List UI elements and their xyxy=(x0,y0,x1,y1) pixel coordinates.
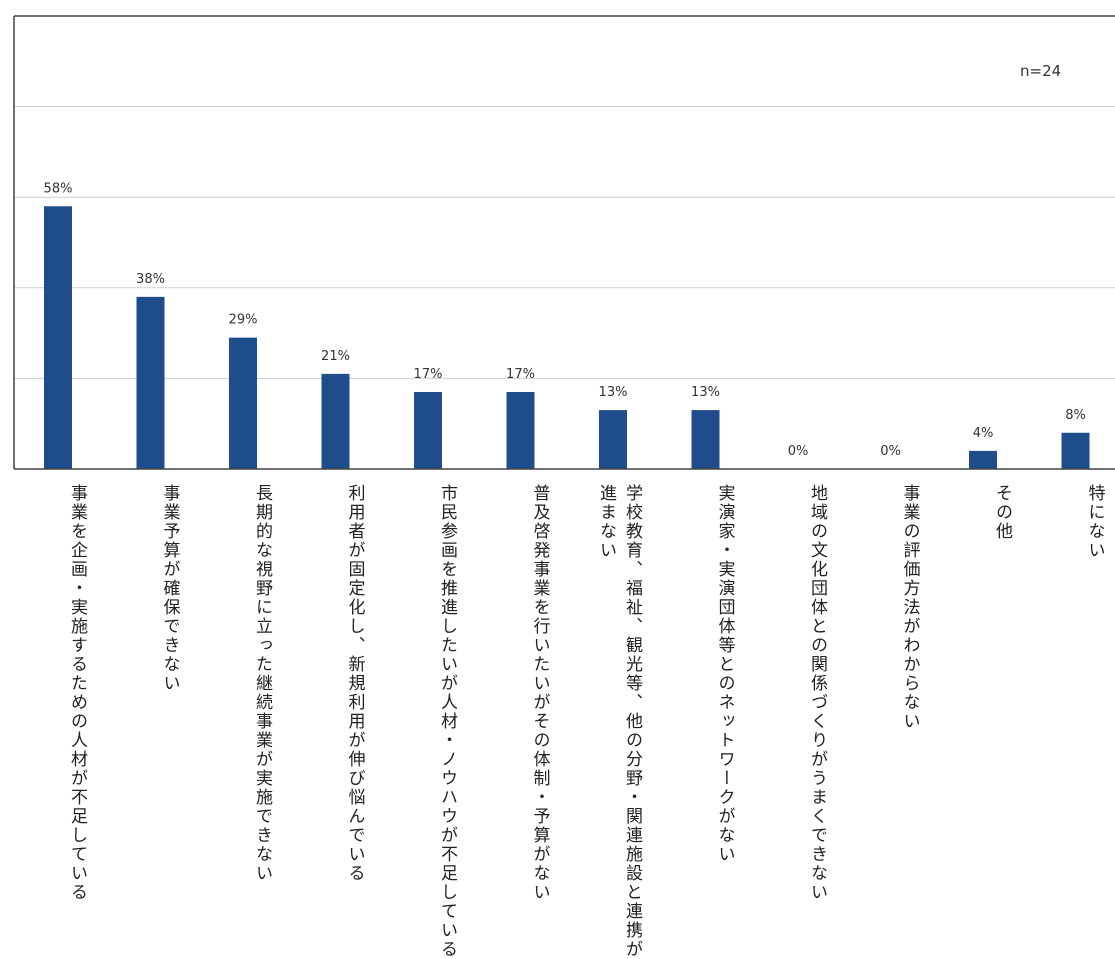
category-label: 事業の評価方法がわからない xyxy=(899,484,920,731)
bar xyxy=(691,410,720,469)
data-label: 21% xyxy=(321,349,350,364)
bar xyxy=(44,206,72,469)
category-label: 地域の文化団体との関係づくりがうまくできない xyxy=(807,484,827,902)
data-label: 38% xyxy=(136,272,165,287)
category-label: 市民参画を推進したいが人材・ノウハウが不足している xyxy=(437,484,457,959)
data-label: 13% xyxy=(599,385,628,400)
bar xyxy=(414,391,442,469)
category-label: その他 xyxy=(992,484,1012,541)
bar xyxy=(506,391,535,469)
data-label: 17% xyxy=(414,367,443,382)
chart-plot: 58% 38% 29% 21% 17% 17% 13% 13% 0% 0% 4% 8% xyxy=(13,15,1115,470)
category-label: 事業予算が確保できない xyxy=(159,484,180,693)
category-label: 学校教育、福祉、観光等、他の分野・関連施設と連携が進まない xyxy=(596,484,642,959)
bar xyxy=(136,296,165,469)
data-label: 13% xyxy=(691,385,720,400)
data-label: 0% xyxy=(788,444,809,459)
bar xyxy=(229,337,257,469)
data-label: 58% xyxy=(44,181,73,196)
category-label: 普及啓発事業を行いたいがその体制・予算がない xyxy=(529,484,550,902)
bar xyxy=(599,410,627,469)
bar xyxy=(969,450,997,469)
bar xyxy=(321,373,350,469)
data-label: 17% xyxy=(506,367,535,382)
data-label: 29% xyxy=(229,313,258,328)
data-label: 4% xyxy=(973,426,994,441)
category-label: 長期的な視野に立った継続事業が実施できない xyxy=(252,484,272,883)
data-label: 8% xyxy=(1065,408,1086,423)
category-label: 事業を企画・実施するための人材が不足している xyxy=(67,484,87,902)
bar xyxy=(1061,432,1090,469)
data-label: 0% xyxy=(880,444,901,459)
category-label: 特にない xyxy=(1084,484,1105,560)
sample-size-label: n=24 xyxy=(1020,62,1062,80)
category-label: 実演家・実演団体等とのネットワークがない xyxy=(714,484,735,864)
category-label: 利用者が固定化し、新規利用が伸び悩んでいる xyxy=(344,484,365,883)
